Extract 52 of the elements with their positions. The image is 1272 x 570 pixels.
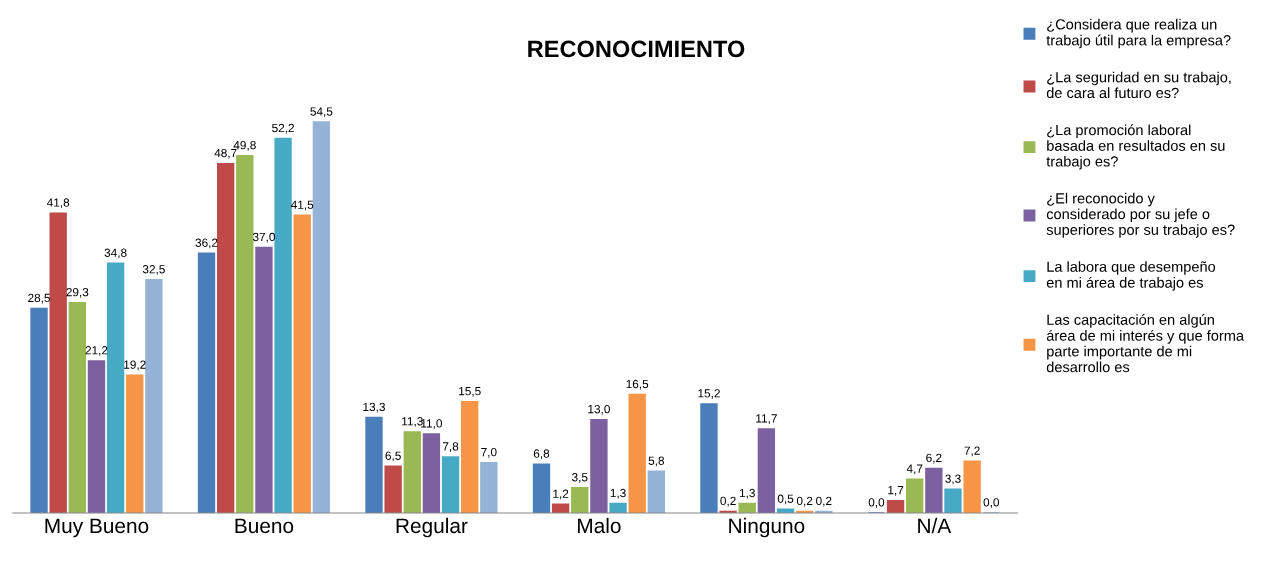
data-label: 0,2	[796, 496, 813, 507]
data-label: 49,8	[233, 140, 256, 151]
data-label: 41,5	[291, 200, 314, 211]
data-label: 0,2	[720, 496, 736, 507]
data-label: 4,7	[906, 464, 923, 475]
data-label: 6,2	[926, 453, 942, 464]
data-label: 15,2	[698, 389, 720, 399]
data-label: 6,5	[385, 451, 401, 462]
data-label: 0,2	[816, 496, 832, 507]
data-label: 48,7	[214, 148, 237, 159]
data-label: 41,8	[46, 198, 70, 209]
chart-title: RECONOCIMIENTO	[528, 40, 745, 58]
data-label: 1,7	[888, 486, 904, 496]
x-tick-label: Muy Bueno	[45, 518, 149, 538]
data-label: 0,0	[868, 498, 885, 508]
data-label: 37,0	[252, 232, 275, 243]
data-label: 0,5	[777, 494, 794, 505]
data-label: 7,8	[442, 442, 459, 452]
data-label: 3,5	[572, 473, 588, 483]
data-label: 54,5	[310, 107, 333, 118]
data-label: 3,3	[945, 474, 961, 485]
x-tick-label: Bueno	[235, 518, 294, 534]
legend-label: ¿La promoción laboral basada en resultados en su trabajo es?	[1046, 124, 1225, 170]
data-label: 34,8	[104, 248, 127, 259]
data-label: 52,2	[272, 123, 294, 134]
legend-label: ¿El reconocido y considerado por su jefe o superiores por su trabajo es?	[1046, 192, 1235, 238]
data-label: 28,5	[28, 293, 51, 304]
data-label: 16,5	[626, 379, 649, 390]
data-label: 1,2	[553, 489, 569, 500]
data-label: 11,7	[756, 414, 777, 424]
data-label: 13,0	[588, 404, 610, 415]
data-label: 7,0	[481, 447, 497, 458]
data-label: 0,0	[983, 498, 1000, 508]
data-label: 5,8	[648, 456, 665, 467]
data-label: 11,0	[421, 419, 443, 430]
data-label: 32,5	[142, 265, 165, 275]
data-label: 11,3	[402, 417, 423, 427]
legend-label: La labora que desempeño en mi área de trabajo es	[1046, 261, 1216, 291]
data-label: 15,5	[459, 387, 481, 397]
legend-label: ¿Considera que realiza un trabajo útil para la empresa?	[1046, 18, 1231, 49]
data-label: 13,3	[363, 402, 385, 413]
x-tick-label: Regular	[396, 517, 468, 538]
data-label: 6,8	[533, 449, 550, 460]
legend-label: Las capacitación en algún área de mi interés y que forma parte importante de mi desarrollo es	[1046, 314, 1245, 373]
data-label: 1,3	[739, 488, 755, 499]
x-tick-label: N/A	[918, 517, 952, 534]
data-label: 19,2	[124, 360, 146, 371]
x-tick-label: Malo	[578, 517, 621, 534]
data-label: 7,2	[964, 446, 980, 457]
data-label: 1,3	[610, 488, 626, 499]
legend-label: ¿La seguridad en su trabajo, de cara al futuro es?	[1046, 71, 1231, 99]
x-tick-label: Ninguno	[729, 517, 805, 538]
